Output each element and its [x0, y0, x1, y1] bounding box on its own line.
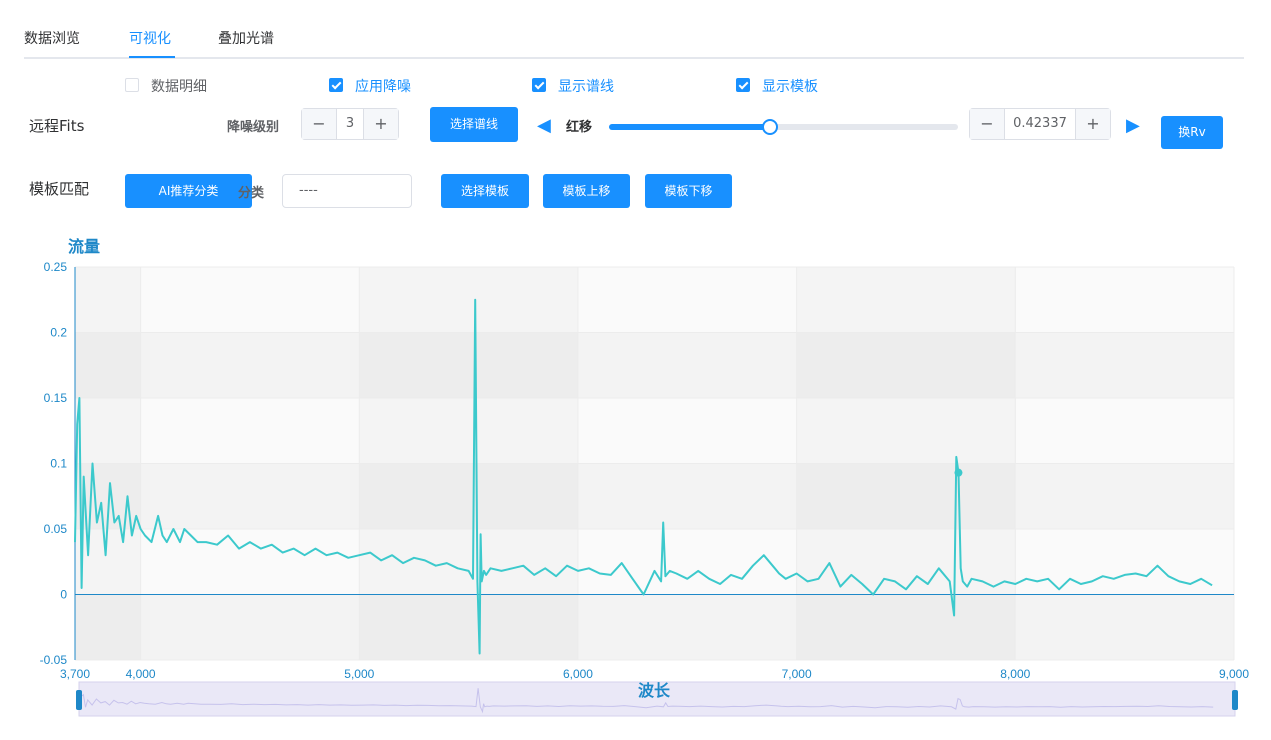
show-lines-label[interactable]: 显示谱线 [558, 79, 614, 95]
y-band [75, 267, 1234, 333]
y-band [75, 463, 1234, 529]
tab-data-browse[interactable]: 数据浏览 [24, 31, 80, 47]
y-tick-label: 0.2 [50, 326, 67, 340]
apply-denoise-label[interactable]: 应用降噪 [355, 79, 411, 95]
redshift-stepper[interactable]: − 0.42337 + [969, 108, 1111, 140]
y-band [75, 594, 1234, 660]
denoise-level-stepper[interactable]: − 3 + [301, 108, 399, 140]
data-details-checkbox[interactable] [125, 78, 139, 92]
y-tick-label: 0.05 [44, 522, 68, 536]
tab-overlay-spectra[interactable]: 叠加光谱 [218, 31, 274, 47]
y-band [75, 529, 1234, 595]
datazoom-preview-line [78, 688, 1214, 714]
x-band [75, 267, 141, 660]
template-move-up-button[interactable]: 模板上移 [543, 174, 630, 208]
redshift-slider-fill [609, 124, 770, 130]
apply-denoise-checkbox[interactable] [329, 78, 343, 92]
ai-recommend-button[interactable]: AI推荐分类 [125, 174, 252, 208]
y-band [75, 398, 1234, 464]
tabs-divider [24, 57, 1244, 59]
template-match-title: 模板匹配 [29, 180, 90, 198]
spectrum-line [74, 298, 1213, 655]
show-lines-checkbox[interactable] [532, 78, 546, 92]
x-band [359, 267, 578, 660]
denoise-level-value[interactable]: 3 [345, 116, 355, 131]
redshift-value[interactable]: 0.42337 [1013, 116, 1067, 131]
x-axis-title: 波长 [638, 681, 671, 700]
y-tick-label: 0 [60, 588, 67, 602]
datazoom-right-handle[interactable] [1232, 690, 1238, 710]
x-tick-label: 7,000 [782, 667, 812, 681]
class-label: 分类 [238, 186, 265, 201]
denoise-decrease-button[interactable]: − [302, 109, 337, 139]
show-template-checkbox[interactable] [736, 78, 750, 92]
redshift-decrease-button[interactable]: − [970, 109, 1005, 139]
x-tick-label: 9,000 [1219, 667, 1249, 681]
x-band [797, 267, 1016, 660]
x-tick-label: 3,700 [60, 667, 90, 681]
select-lines-button[interactable]: 选择谱线 [430, 107, 518, 142]
remote-fits-title: 远程Fits [29, 117, 85, 135]
redshift-slider-handle[interactable] [761, 119, 778, 135]
y-band [75, 332, 1234, 398]
y-axis-title: 流量 [68, 237, 100, 256]
x-tick-label: 6,000 [563, 667, 593, 681]
plot-background-bands [75, 267, 1234, 660]
datazoom-track[interactable] [78, 681, 1236, 717]
show-template-label[interactable]: 显示模板 [762, 79, 818, 95]
select-template-button[interactable]: 选择模板 [441, 174, 529, 208]
redshift-right-arrow-icon[interactable]: ▶ [1126, 115, 1140, 136]
y-tick-label: -0.05 [40, 653, 68, 667]
denoise-increase-button[interactable]: + [363, 109, 398, 139]
y-tick-label: 0.25 [44, 260, 68, 274]
data-details-label[interactable]: 数据明细 [151, 79, 207, 95]
x-tick-label: 4,000 [126, 667, 156, 681]
redshift-increase-button[interactable]: + [1075, 109, 1110, 139]
redshift-slider[interactable] [609, 119, 958, 135]
x-tick-label: 8,000 [1000, 667, 1030, 681]
redshift-left-arrow-icon[interactable]: ◀ [537, 115, 551, 136]
template-move-down-button[interactable]: 模板下移 [645, 174, 732, 208]
tab-visualization[interactable]: 可视化 [129, 31, 171, 47]
grid-lines [74, 266, 1235, 661]
swap-rv-button[interactable]: 换Rv [1161, 116, 1223, 149]
x-tick-label: 5,000 [344, 667, 374, 681]
y-axis-ticks: 0.25 0.2 0.15 0.1 0.05 0 -0.05 [40, 260, 68, 667]
redshift-label: 红移 [566, 120, 593, 135]
x-axis-ticks: 3,700 4,000 5,000 6,000 7,000 8,000 9,000 [60, 667, 1249, 681]
class-input[interactable]: ---- [282, 174, 412, 208]
denoise-level-label: 降噪级别 [227, 120, 280, 135]
y-tick-label: 0.1 [50, 457, 67, 471]
y-tick-label: 0.15 [44, 391, 68, 405]
line-marker-point [954, 468, 963, 477]
datazoom-left-handle[interactable] [76, 690, 82, 710]
active-tab-indicator [129, 56, 175, 58]
